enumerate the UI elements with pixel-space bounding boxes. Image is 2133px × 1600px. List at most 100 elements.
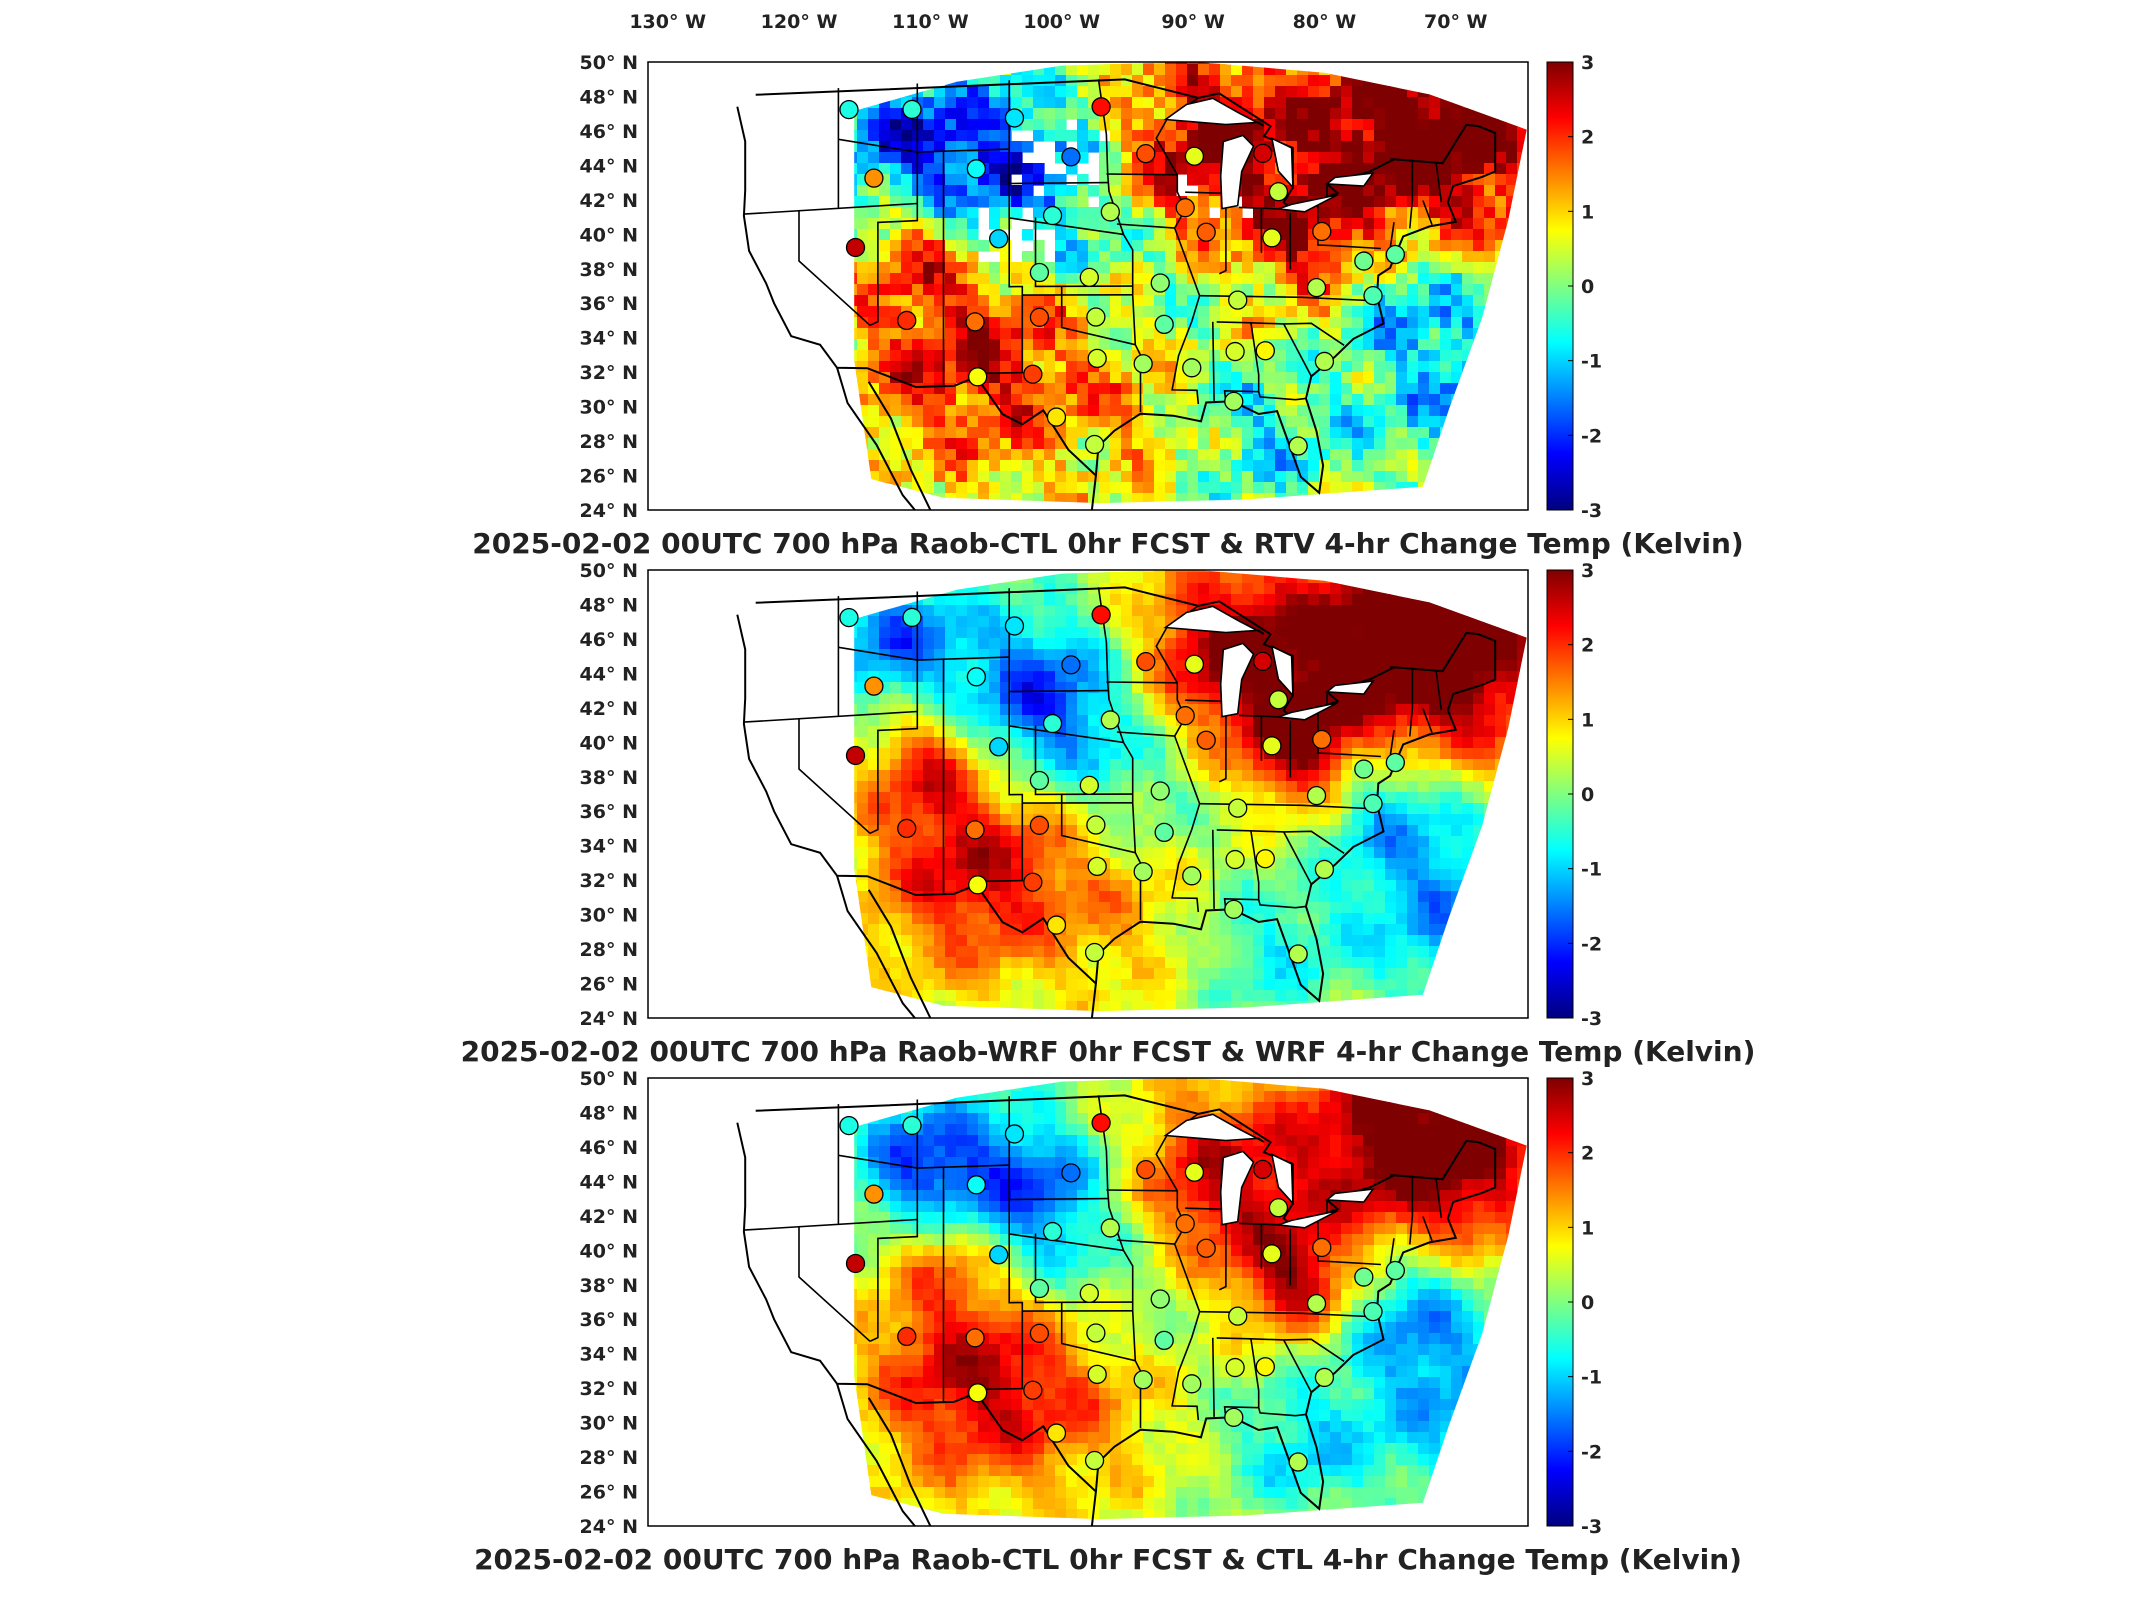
raob-station-marker bbox=[1084, 942, 1105, 963]
state-boundary bbox=[1282, 323, 1313, 377]
lat-tick-label: 28° N bbox=[580, 1447, 638, 1469]
state-boundary bbox=[1009, 1233, 1124, 1252]
raob-stations bbox=[839, 1113, 1405, 1472]
raob-station-marker bbox=[1288, 944, 1308, 964]
raob-station-marker bbox=[1196, 222, 1216, 242]
great-lake bbox=[1324, 680, 1375, 695]
raob-station-marker bbox=[1084, 434, 1105, 455]
colorbar-tick-label: -1 bbox=[1581, 859, 1602, 881]
colorbar: 3 2 1 0 -1 -2 -3 bbox=[1546, 1068, 1602, 1538]
raob-station-marker bbox=[1091, 97, 1111, 117]
state-boundary bbox=[1257, 899, 1307, 909]
raob-station-marker bbox=[1100, 1218, 1120, 1238]
east-coastline bbox=[755, 1094, 1497, 1511]
state-boundary bbox=[1009, 725, 1124, 744]
raob-station-marker bbox=[1042, 713, 1063, 734]
raob-station-marker bbox=[1268, 690, 1289, 710]
raob-station-marker bbox=[1312, 729, 1332, 750]
state-boundary bbox=[1106, 681, 1178, 684]
raob-station-marker bbox=[1175, 198, 1195, 218]
raob-station-marker bbox=[1133, 1370, 1153, 1390]
colorbar-tick-label: 3 bbox=[1581, 52, 1594, 74]
raob-station-marker bbox=[1061, 655, 1081, 675]
raob-station-marker bbox=[1184, 1162, 1205, 1182]
raob-station-marker bbox=[1023, 1380, 1043, 1400]
state-boundary bbox=[1218, 1209, 1227, 1291]
raob-station-marker bbox=[1262, 736, 1282, 756]
great-lake bbox=[1163, 1113, 1265, 1143]
raob-station-marker bbox=[1288, 436, 1308, 456]
great-lake bbox=[1270, 1152, 1294, 1206]
great-lake bbox=[1219, 642, 1255, 718]
raob-station-marker bbox=[902, 1115, 922, 1136]
lat-tick-label: 36° N bbox=[580, 1309, 638, 1331]
lon-tick-label: 90° W bbox=[1161, 11, 1225, 33]
raob-station-marker bbox=[1046, 915, 1067, 935]
raob-stations bbox=[839, 97, 1405, 456]
lat-tick-label: 24° N bbox=[580, 500, 638, 522]
lat-tick-label: 30° N bbox=[580, 397, 638, 419]
raob-station-marker bbox=[1354, 759, 1374, 779]
state-boundary bbox=[1106, 1189, 1178, 1192]
state-boundary bbox=[1060, 286, 1136, 346]
raob-station-marker bbox=[966, 1175, 987, 1195]
lat-tick-label: 50° N bbox=[580, 52, 638, 74]
west-coastline bbox=[736, 1122, 977, 1405]
lat-tick-label: 42° N bbox=[580, 1206, 638, 1228]
lon-tick-label: 80° W bbox=[1293, 11, 1357, 33]
raob-station-marker bbox=[1354, 1267, 1374, 1287]
raob-station-marker bbox=[1385, 1260, 1405, 1281]
raob-station-marker bbox=[1184, 146, 1205, 166]
map-panel-wrf: 50° N 48° N 46° N 44° N 42° N 40° N 38° N 36° N… bbox=[461, 560, 1756, 1068]
state-boundary bbox=[974, 80, 1024, 375]
lat-tick-label: 30° N bbox=[580, 905, 638, 927]
raob-station-marker bbox=[1182, 866, 1202, 886]
raob-station-marker bbox=[1314, 351, 1335, 372]
raob-station-marker bbox=[1079, 775, 1099, 796]
state-boundary bbox=[1390, 158, 1414, 229]
raob-station-marker bbox=[1004, 108, 1025, 128]
state-boundary bbox=[1435, 162, 1443, 203]
lat-tick-label: 50° N bbox=[580, 1068, 638, 1090]
great-lake bbox=[1324, 1188, 1375, 1203]
raob-station-marker bbox=[1255, 849, 1275, 869]
raob-station-marker bbox=[1046, 407, 1067, 427]
lat-tick-label: 48° N bbox=[580, 86, 638, 108]
lat-tick-label: 36° N bbox=[580, 293, 638, 315]
lon-tick-label: 130° W bbox=[629, 11, 706, 33]
east-coastline bbox=[755, 78, 1497, 495]
lat-tick-label: 40° N bbox=[580, 1240, 638, 1262]
raob-station-marker bbox=[1100, 710, 1120, 730]
lat-tick-label: 34° N bbox=[580, 1344, 638, 1366]
colorbar-tick-label: 2 bbox=[1581, 127, 1594, 149]
geographic-boundaries bbox=[736, 78, 1497, 510]
state-boundary bbox=[1116, 223, 1175, 229]
lat-tick-label: 30° N bbox=[580, 1413, 638, 1435]
map-frame bbox=[647, 569, 1529, 1019]
lon-tick-label: 120° W bbox=[761, 11, 838, 33]
raob-station-marker bbox=[1004, 1124, 1025, 1144]
great-lake bbox=[1278, 1210, 1338, 1229]
raob-station-marker bbox=[1087, 348, 1107, 369]
state-boundary bbox=[1097, 1095, 1142, 1428]
raob-station-marker bbox=[1029, 815, 1050, 835]
state-boundary bbox=[1218, 193, 1227, 275]
great-lake bbox=[1270, 644, 1294, 698]
raob-station-marker bbox=[1004, 616, 1025, 636]
raob-station-marker bbox=[1385, 244, 1405, 265]
raob-station-marker bbox=[1136, 1159, 1156, 1180]
state-boundary bbox=[743, 202, 918, 215]
raob-station-marker bbox=[1262, 228, 1282, 248]
raob-station-marker bbox=[1196, 1238, 1216, 1258]
west-coastline bbox=[736, 614, 977, 897]
colorbar-tick-label: 0 bbox=[1581, 1292, 1594, 1314]
lat-tick-label: 40° N bbox=[580, 224, 638, 246]
raob-station-marker bbox=[966, 667, 987, 687]
state-boundary bbox=[974, 588, 1024, 883]
latitude-axis: 50° N 48° N 46° N 44° N 42° N 40° N 38° N 36° N… bbox=[580, 52, 638, 522]
state-boundary bbox=[1422, 1216, 1433, 1242]
lat-tick-label: 28° N bbox=[580, 939, 638, 961]
temp-change-field bbox=[854, 1078, 1527, 1520]
raob-station-marker bbox=[1363, 793, 1383, 814]
